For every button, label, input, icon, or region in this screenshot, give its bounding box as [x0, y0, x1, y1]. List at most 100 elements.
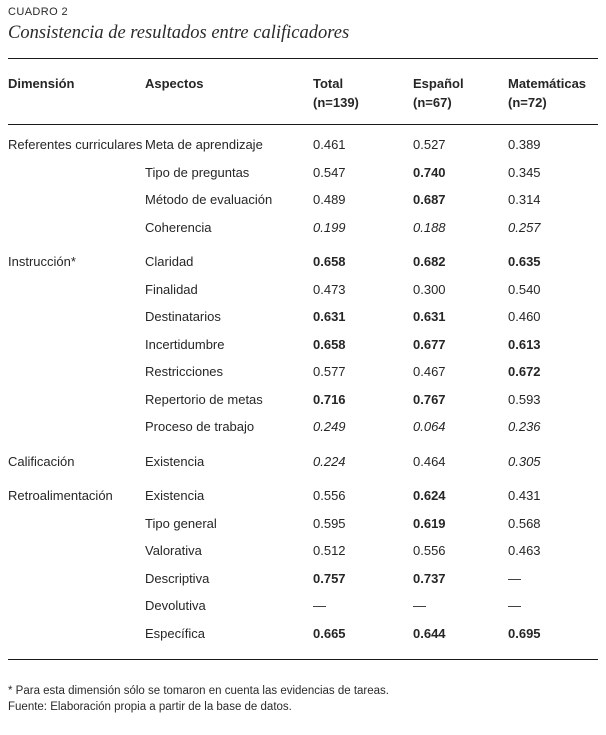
value-cell: 0.577	[313, 364, 346, 379]
dimension-cell	[8, 386, 145, 414]
dimension-cell	[8, 214, 145, 242]
aspect-cell: Tipo general	[145, 515, 217, 531]
column-header-label: Aspectos	[145, 76, 204, 91]
table-body: Referentes curriculares Meta de aprendiza…	[8, 125, 598, 660]
column-header-label: Matemáticas	[508, 76, 587, 91]
value-cell: —	[313, 598, 326, 613]
table-row: Referentes curriculares Meta de aprendiza…	[8, 131, 598, 159]
column-header-label: Total	[313, 76, 344, 91]
column-header-aspectos: Aspectos	[145, 74, 313, 112]
aspect-cell: Meta de aprendizaje	[145, 137, 263, 152]
value-cell: 0.461	[313, 137, 346, 152]
value-cell: 0.568	[508, 515, 541, 531]
dimension-cell	[8, 537, 145, 565]
dimension-cell	[8, 592, 145, 620]
value-cell: 0.257	[508, 219, 541, 235]
dimension-cell: Calificación	[8, 453, 75, 469]
table-kicker: CUADRO 2	[8, 6, 69, 18]
value-cell: 0.767	[413, 391, 446, 407]
column-header-sub: (n=72)	[508, 95, 547, 110]
footnote-line: Fuente: Elaboración propia a partir de l…	[8, 701, 292, 713]
value-cell: 0.463	[508, 543, 541, 558]
aspect-cell: Finalidad	[145, 281, 198, 297]
value-cell: 0.224	[313, 453, 346, 469]
value-cell: 0.613	[508, 336, 541, 352]
aspect-cell: Específica	[145, 625, 205, 641]
column-header-label: Español	[413, 76, 464, 91]
value-cell: 0.300	[413, 281, 446, 297]
value-cell: 0.682	[413, 254, 446, 269]
value-cell: 0.249	[313, 419, 346, 434]
value-cell: 0.305	[508, 453, 541, 469]
value-cell: 0.631	[313, 309, 346, 324]
aspect-cell: Proceso de trabajo	[145, 419, 255, 434]
column-header-dimension: Dimensión	[8, 74, 145, 112]
dimension-cell	[8, 331, 145, 359]
table-row: Repertorio de metas 0.716 0.767 0.593	[8, 386, 598, 414]
value-cell: 0.658	[313, 336, 346, 352]
value-cell: 0.236	[508, 419, 541, 434]
aspect-cell: Claridad	[145, 254, 194, 269]
column-header-total: Total (n=139)	[313, 74, 413, 112]
value-cell: —	[508, 570, 521, 586]
table-row: Retroalimentación Existencia 0.556 0.624 0.4…	[8, 482, 598, 510]
dimension-cell	[8, 276, 145, 304]
aspect-cell: Descriptiva	[145, 570, 210, 586]
table-row: Específica 0.665 0.644 0.695	[8, 620, 598, 648]
table-row: Coherencia 0.199 0.188 0.257	[8, 214, 598, 242]
value-cell: 0.757	[313, 570, 346, 586]
table-row: Destinatarios 0.631 0.631 0.460	[8, 303, 598, 331]
value-cell: 0.716	[313, 391, 346, 407]
value-cell: 0.199	[313, 219, 346, 235]
value-cell: —	[508, 598, 521, 613]
value-cell: 0.740	[413, 164, 446, 180]
column-header-label: Dimensión	[8, 76, 75, 91]
aspect-cell: Repertorio de metas	[145, 391, 263, 407]
table-row: Incertidumbre 0.658 0.677 0.613	[8, 331, 598, 359]
aspect-cell: Existencia	[145, 453, 205, 469]
aspect-cell: Incertidumbre	[145, 336, 225, 352]
value-cell: 0.540	[508, 281, 541, 297]
dimension-cell: Retroalimentación	[8, 488, 113, 503]
value-cell: 0.389	[508, 137, 541, 152]
value-cell: 0.527	[413, 137, 446, 152]
aspect-cell: Devolutiva	[145, 598, 206, 613]
value-cell: 0.512	[313, 543, 346, 558]
dimension-cell	[8, 186, 145, 214]
dimension-cell: Referentes curriculares	[8, 137, 143, 152]
value-cell: 0.547	[313, 164, 346, 180]
aspect-cell: Método de evaluación	[145, 192, 273, 207]
aspect-cell: Existencia	[145, 488, 205, 503]
table-row: Calificación Existencia 0.224 0.464 0.305	[8, 448, 598, 476]
value-cell: 0.695	[508, 625, 541, 641]
column-header-espanol: Español (n=67)	[413, 74, 508, 112]
table-row: Valorativa 0.512 0.556 0.463	[8, 537, 598, 565]
results-table: Dimensión Aspectos Total (n=139) Español (n=6…	[8, 58, 598, 660]
document-page: CUADRO 2 Consistencia de resultados entr…	[0, 6, 606, 715]
aspect-cell: Coherencia	[145, 219, 212, 235]
column-header-sub: (n=67)	[413, 95, 452, 110]
column-header-sub: (n=139)	[313, 95, 359, 110]
table-row: Restricciones 0.577 0.467 0.672	[8, 358, 598, 386]
value-cell: 0.064	[413, 419, 446, 434]
dimension-cell	[8, 413, 145, 441]
table-row: Tipo general 0.595 0.619 0.568	[8, 510, 598, 538]
value-cell: 0.595	[313, 515, 346, 531]
footnotes: * Para esta dimensión sólo se tomaron en…	[8, 683, 598, 715]
column-header-matematicas: Matemáticas (n=72)	[508, 74, 598, 112]
value-cell: 0.635	[508, 254, 541, 269]
table-row: Devolutiva — — —	[8, 592, 598, 620]
value-cell: 0.737	[413, 570, 446, 586]
value-cell: 0.677	[413, 336, 446, 352]
table-header-row: Dimensión Aspectos Total (n=139) Español (n=6…	[8, 59, 598, 125]
table-row: Descriptiva 0.757 0.737 —	[8, 565, 598, 593]
table-row: Método de evaluación 0.489 0.687 0.314	[8, 186, 598, 214]
footnote-line: * Para esta dimensión sólo se tomaron en…	[8, 685, 389, 697]
value-cell: 0.624	[413, 488, 446, 503]
value-cell: 0.556	[413, 543, 446, 558]
value-cell: 0.431	[508, 488, 541, 503]
value-cell: 0.665	[313, 625, 346, 641]
dimension-cell	[8, 565, 145, 593]
dimension-cell	[8, 620, 145, 648]
dimension-cell	[8, 159, 145, 187]
